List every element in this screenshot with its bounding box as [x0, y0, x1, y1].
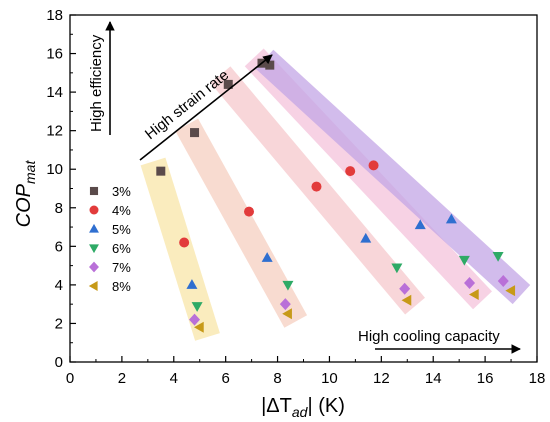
y-tick-label-7: 14	[46, 84, 63, 101]
point-s2-4	[345, 166, 356, 177]
x-tick-label-8: 16	[477, 370, 494, 387]
annotation-high-cooling-capacity: High cooling capacity	[358, 328, 521, 354]
point-s6-4	[468, 289, 479, 301]
legend-marker-5	[89, 261, 99, 273]
y-tick-label-9: 18	[46, 7, 63, 24]
legend-marker-3	[89, 223, 99, 233]
y-tick-label-6: 12	[46, 123, 63, 140]
y-tick-label-2: 4	[55, 277, 63, 294]
y-tick-label-4: 8	[55, 200, 63, 217]
point-s3-4	[414, 219, 426, 230]
x-tick-label-4: 8	[273, 370, 281, 387]
legend-label-3: 5%	[112, 222, 131, 237]
legend-label-2: 4%	[112, 203, 131, 218]
point-s5-2	[279, 298, 291, 311]
legend-label-1: 3%	[112, 184, 131, 199]
point-s2-1	[179, 237, 190, 248]
x-axis-title: |ΔTad| (K)	[261, 395, 345, 420]
x-tick-label-7: 14	[425, 370, 442, 387]
point-s5-5	[497, 275, 509, 288]
x-tick-label-0: 0	[66, 370, 74, 387]
point-s1-2	[190, 128, 200, 138]
point-s4-3	[391, 263, 403, 274]
point-s1-3	[223, 79, 233, 89]
x-tick-label-5: 10	[321, 370, 338, 387]
point-s6-1	[193, 321, 204, 333]
cooling-label: High cooling capacity	[358, 328, 500, 345]
legend-marker-1	[89, 186, 99, 196]
legend-label-6: 8%	[112, 279, 131, 294]
legend-marker-4	[89, 244, 99, 254]
x-tick-label-9: 18	[529, 370, 546, 387]
point-s5-4	[464, 276, 476, 289]
band-1	[140, 157, 220, 341]
strain-arrow	[139, 54, 273, 161]
legend: 3% 4% 5% 6% 7% 8%	[88, 184, 131, 294]
x-tick-label-2: 4	[170, 370, 178, 387]
point-s1-5	[265, 60, 275, 70]
y-axis-title-subscript: mat	[22, 160, 38, 184]
x-tick-label-6: 12	[373, 370, 390, 387]
band-2	[175, 118, 308, 328]
annotation-high-efficiency: High efficiency	[88, 21, 115, 135]
legend-marker-6	[88, 281, 98, 291]
y-tick-label-1: 2	[55, 315, 63, 332]
point-s5-1	[189, 313, 201, 326]
point-s6-2	[282, 308, 292, 320]
y-tick-label-3: 6	[55, 238, 63, 255]
data-points	[156, 58, 516, 333]
point-s3-5	[445, 213, 457, 224]
point-s3-1	[186, 279, 198, 289]
point-s2-3	[311, 181, 322, 192]
y-tick-label-0: 0	[55, 354, 63, 371]
point-s4-1	[191, 302, 203, 312]
legend-label-4: 6%	[112, 241, 131, 256]
point-s5-3	[399, 282, 411, 295]
efficiency-label: High efficiency	[88, 34, 105, 132]
x-tick-label-3: 6	[221, 370, 229, 387]
axes: 0 2 4 6 8 10 12 14 16 18 0 2 4 6 8 10 12 14 16 18	[46, 7, 545, 387]
point-s3-3	[360, 232, 372, 243]
legend-label-5: 7%	[112, 260, 131, 275]
point-s2-5	[368, 160, 379, 171]
y-axis-title: COPmat	[13, 160, 38, 228]
x-tick-label-1: 2	[118, 370, 126, 387]
y-tick-label-8: 16	[46, 46, 63, 63]
point-s3-2	[261, 252, 273, 262]
point-s4-5	[492, 251, 504, 262]
point-s2-2	[244, 206, 255, 217]
y-tick-label-5: 10	[46, 161, 63, 178]
point-s1-1	[156, 166, 166, 176]
legend-marker-2	[89, 205, 99, 215]
point-s4-2	[282, 280, 294, 291]
x-axis-title-subscript: ad	[292, 404, 309, 420]
point-s6-5	[505, 285, 516, 297]
x-axis-title-suffix: | (K)	[307, 395, 344, 417]
point-s6-3	[401, 294, 412, 306]
band-5	[255, 49, 531, 305]
point-s4-4	[458, 255, 470, 266]
